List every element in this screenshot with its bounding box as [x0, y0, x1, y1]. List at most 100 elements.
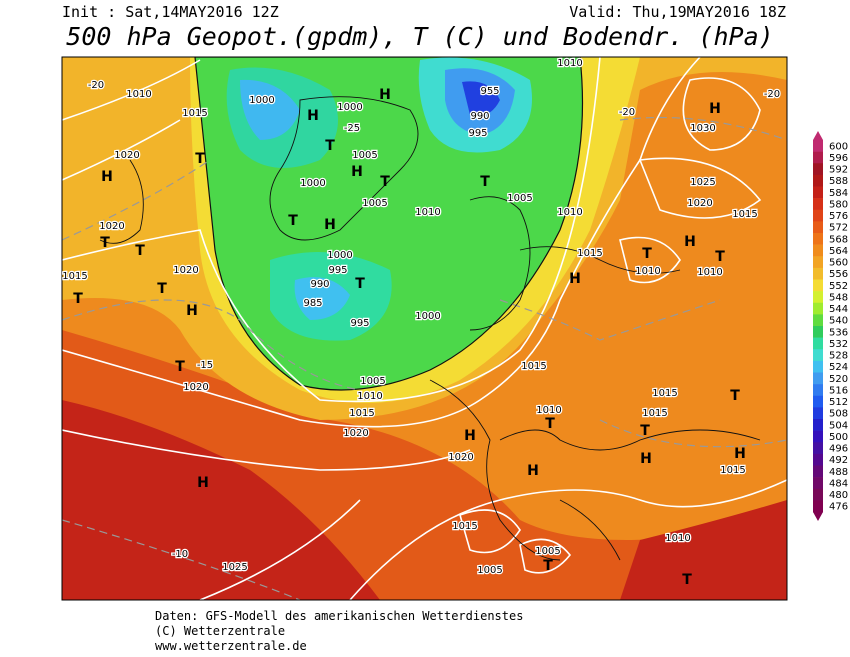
isobar-label: 1000: [337, 102, 362, 113]
colorbar-label: 540: [829, 316, 848, 327]
pressure-center: T: [480, 174, 490, 190]
colorbar-swatch: [813, 279, 823, 292]
pressure-center: T: [288, 213, 298, 229]
isobar-label: 1030: [690, 123, 715, 134]
isobar-label: 1010: [557, 58, 582, 69]
valid-time: Valid: Thu,19MAY2016 18Z: [569, 3, 786, 21]
isobar-label: -10: [172, 549, 188, 560]
colorbar-label: 496: [829, 444, 848, 455]
isobar-label: -15: [197, 360, 213, 371]
isobar-label: 1000: [300, 178, 325, 189]
pressure-center: H: [684, 234, 696, 250]
isobar-label: 985: [303, 298, 322, 309]
colorbar-swatch: [813, 151, 823, 164]
isobar-label: 955: [480, 86, 499, 97]
isobar-label: -20: [88, 80, 104, 91]
colorbar-swatch: [813, 198, 823, 211]
isobar-label: -20: [619, 107, 635, 118]
hot-zone-east: [620, 500, 787, 600]
isobar-label: 1005: [352, 150, 377, 161]
colorbar-swatch: [813, 407, 823, 420]
isobar-label: 1010: [665, 533, 690, 544]
isobar-label: -25: [344, 123, 360, 134]
colorbar-label: 536: [829, 327, 848, 338]
low-west: [240, 79, 300, 140]
colorbar-label: 564: [829, 246, 848, 257]
isobar-label: 1025: [690, 177, 715, 188]
pressure-center: T: [380, 174, 390, 190]
colorbar-swatch: [813, 174, 823, 187]
pressure-center: H: [734, 446, 746, 462]
isobar-label: 1005: [507, 193, 532, 204]
footer-url: www.wetterzentrale.de: [155, 639, 307, 653]
isobar-label: 1005: [477, 565, 502, 576]
colorbar-swatch: [813, 477, 823, 490]
colorbar-label: 532: [829, 339, 848, 350]
colorbar: 6005965925885845805765725685645605565525…: [813, 131, 848, 521]
colorbar-swatch: [813, 453, 823, 466]
colorbar-swatch: [813, 430, 823, 443]
pressure-center: H: [640, 451, 652, 467]
colorbar-swatch: [813, 221, 823, 234]
colorbar-label: 572: [829, 223, 848, 234]
pressure-center: H: [324, 217, 336, 233]
pressure-center: H: [351, 164, 363, 180]
isobar-label: 1010: [557, 207, 582, 218]
colorbar-label: 556: [829, 269, 848, 280]
isobar-label: 995: [468, 128, 487, 139]
colorbar-label: 576: [829, 211, 848, 222]
low-south-core: [294, 277, 350, 320]
colorbar-swatch: [813, 337, 823, 350]
isobar-label: 1005: [535, 546, 560, 557]
isobar-label: 1015: [349, 408, 374, 419]
isobar-label: 990: [470, 111, 489, 122]
pressure-center: T: [325, 138, 335, 154]
colorbar-label: 512: [829, 397, 848, 408]
colorbar-swatch: [813, 244, 823, 257]
isobar-label: 1015: [577, 248, 602, 259]
isobar-label: 1015: [720, 465, 745, 476]
colorbar-arrow-bottom: [813, 512, 823, 521]
colorbar-swatch: [813, 291, 823, 304]
map-frame: [61, 56, 788, 601]
isobar-label: 1000: [327, 250, 352, 261]
colorbar-label: 588: [829, 176, 848, 187]
colorbar-swatch: [813, 442, 823, 455]
isobar-label: 1015: [452, 521, 477, 532]
pressure-center: H: [101, 169, 113, 185]
footer-source: Daten: GFS-Modell des amerikanischen Wet…: [155, 609, 523, 623]
isobar-label: 1015: [642, 408, 667, 419]
isobar-label: 1000: [415, 311, 440, 322]
pressure-center: T: [642, 246, 652, 262]
isobars: [459, 77, 762, 574]
isobar-label: 1010: [415, 207, 440, 218]
colorbar-label: 568: [829, 234, 848, 245]
colorbar-label: 580: [829, 199, 848, 210]
pressure-center: H: [307, 108, 319, 124]
isobar-label: 995: [350, 318, 369, 329]
colorbar-swatch: [813, 256, 823, 269]
colorbar-label: 592: [829, 165, 848, 176]
colorbar-label: 508: [829, 409, 848, 420]
colorbar-label: 596: [829, 153, 848, 164]
isobar-label: 1020: [183, 382, 208, 393]
pressure-center: H: [569, 271, 581, 287]
colorbar-label: 480: [829, 490, 848, 501]
pressure-center: T: [157, 281, 167, 297]
isobar-label: 1000: [249, 95, 274, 106]
isobar-label: 1015: [182, 108, 207, 119]
isobar-label: 1010: [357, 391, 382, 402]
isobar-label: 1010: [126, 89, 151, 100]
colorbar-label: 552: [829, 281, 848, 292]
isobar-label: 1025: [222, 562, 247, 573]
colorbar-swatch: [813, 209, 823, 222]
colorbar-label: 548: [829, 292, 848, 303]
colorbar-swatch: [813, 163, 823, 176]
isobar-label: 1020: [173, 265, 198, 276]
colorbar-arrow-top: [813, 131, 823, 140]
pressure-center: T: [100, 235, 110, 251]
pressure-center: H: [464, 428, 476, 444]
colorbar-swatch: [813, 360, 823, 373]
low-north-core: [462, 81, 500, 116]
